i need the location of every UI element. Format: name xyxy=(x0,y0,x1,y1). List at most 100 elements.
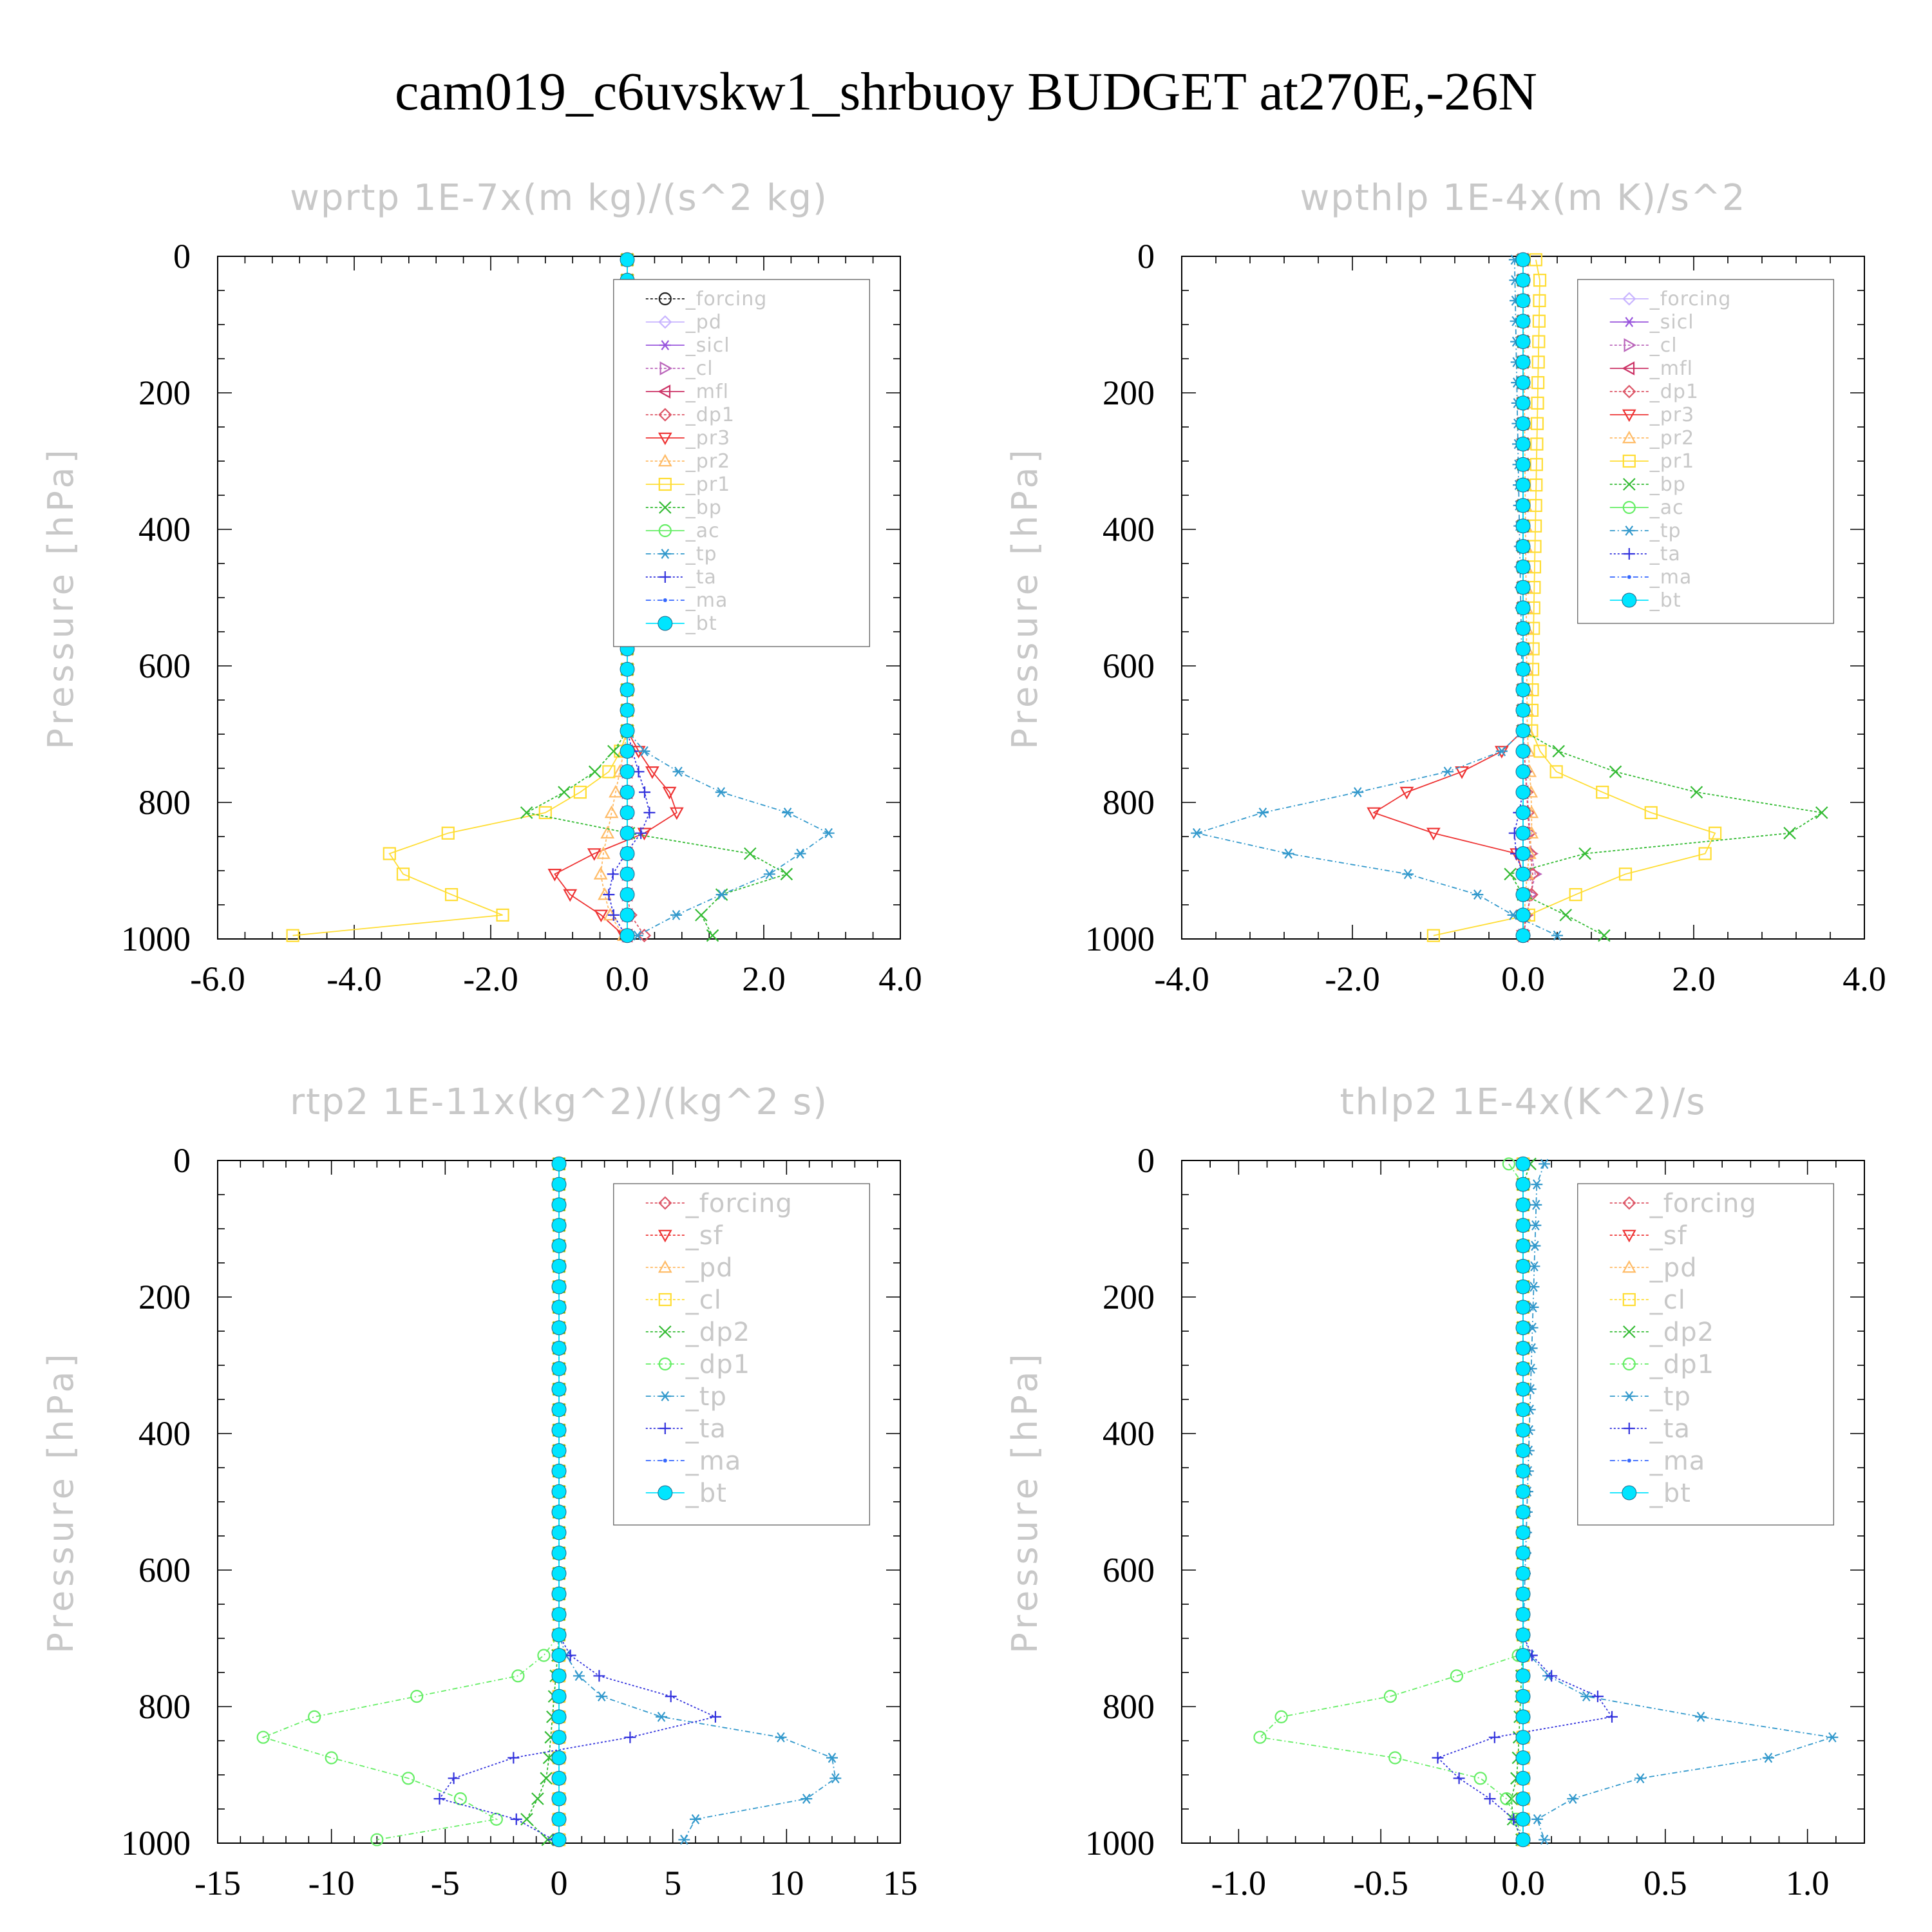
data-point xyxy=(588,765,601,779)
legend-marker xyxy=(1622,1229,1636,1243)
data-point xyxy=(1533,744,1547,758)
data-point xyxy=(1515,252,1531,267)
chart-panel-4: thlp2 1E-4x(K^2)/s Pressure [hPa] 0 200 400 6… xyxy=(1005,1081,1865,1902)
data-point xyxy=(1532,314,1546,328)
data-point xyxy=(624,1731,636,1743)
data-point xyxy=(551,1197,567,1213)
data-point xyxy=(540,1772,553,1785)
series-bt xyxy=(1515,252,1531,943)
data-point xyxy=(1515,416,1531,431)
data-point xyxy=(1552,744,1565,758)
data-point xyxy=(551,1423,567,1438)
legend-entry: _bt xyxy=(645,612,717,635)
data-point xyxy=(1762,1752,1774,1763)
data-point xyxy=(800,1794,813,1804)
x-tick-label: 4.0 xyxy=(878,960,922,998)
data-point xyxy=(1450,1669,1464,1683)
legend-entry: _bt xyxy=(1609,589,1681,612)
data-point xyxy=(551,1156,567,1171)
x-tick-label: 15 xyxy=(883,1864,918,1902)
x-tick-label: 4.0 xyxy=(1842,960,1886,998)
x-tick-label: -4.0 xyxy=(327,960,381,998)
data-point xyxy=(1690,786,1703,799)
data-point xyxy=(656,1712,667,1722)
panel-title: rtp2 1E-11x(kg^2)/(kg^2 s) xyxy=(290,1081,828,1123)
x-tick-label: 0.0 xyxy=(1501,960,1545,998)
data-point xyxy=(1515,1218,1531,1233)
data-point xyxy=(706,929,719,942)
series-line xyxy=(292,260,628,936)
data-point xyxy=(551,1607,567,1622)
data-point xyxy=(1644,806,1658,820)
y-axis-label: Pressure [hPa] xyxy=(1005,1350,1045,1653)
data-point xyxy=(551,1566,567,1581)
legend-label: _ma xyxy=(685,589,728,612)
legend: _forcing_pd_sicl_cl_mfl_dp1_pr3_pr2_pr1_… xyxy=(613,279,870,647)
data-point xyxy=(1530,1220,1542,1231)
data-point xyxy=(1531,396,1544,410)
data-point xyxy=(1515,1812,1531,1827)
legend-marker xyxy=(658,524,672,538)
data-point xyxy=(1515,354,1531,370)
data-point xyxy=(410,1690,424,1703)
x-tick-label: -15 xyxy=(194,1864,241,1902)
data-point xyxy=(620,907,635,923)
data-point xyxy=(573,785,587,799)
series-dp1 xyxy=(1253,1157,1530,1846)
legend-marker xyxy=(1622,1485,1637,1501)
data-point xyxy=(1515,621,1531,636)
data-point xyxy=(551,1812,567,1827)
legend-label: _dp2 xyxy=(685,1318,750,1347)
data-point xyxy=(744,847,757,860)
legend-entry: _ac xyxy=(1609,497,1683,519)
legend-marker xyxy=(659,501,672,514)
legend-marker xyxy=(658,432,672,446)
x-tick-label: -6.0 xyxy=(190,960,245,998)
legend-marker xyxy=(663,1459,667,1463)
data-point xyxy=(1515,334,1531,349)
data-point xyxy=(1515,518,1531,534)
data-point xyxy=(1515,1832,1531,1848)
legend-marker xyxy=(1622,1260,1636,1273)
legend-marker xyxy=(1627,575,1631,579)
data-point xyxy=(537,1649,551,1662)
data-point xyxy=(1826,1732,1839,1743)
data-point xyxy=(609,784,623,798)
data-point xyxy=(607,909,620,921)
legend-label: _tp xyxy=(1649,520,1681,542)
data-point xyxy=(1515,805,1531,820)
series-tp xyxy=(1191,254,1563,941)
legend-label: _dp2 xyxy=(1649,1318,1714,1347)
data-point xyxy=(1515,457,1531,472)
data-point xyxy=(551,1648,567,1663)
data-point xyxy=(1515,907,1531,923)
legend-marker xyxy=(658,1260,672,1273)
legend-marker xyxy=(1622,500,1636,515)
legend-label: _dp1 xyxy=(685,1350,750,1379)
data-point xyxy=(551,1546,567,1560)
legend-entry: _tp xyxy=(1609,1382,1690,1412)
data-point xyxy=(1530,458,1543,471)
data-point xyxy=(448,1772,460,1785)
legend-entry: _ac xyxy=(645,520,719,542)
y-axis-label: Pressure [hPa] xyxy=(41,1350,81,1653)
legend-label: _bt xyxy=(685,612,717,635)
legend-label: _cl xyxy=(1649,1285,1686,1315)
data-point xyxy=(1515,375,1531,390)
legend-entry: _sf xyxy=(645,1221,723,1251)
legend-marker xyxy=(659,340,671,350)
data-point xyxy=(670,910,682,920)
series-line xyxy=(1258,1163,1524,1840)
y-tick-label: 600 xyxy=(1103,647,1155,685)
data-point xyxy=(1399,786,1414,800)
data-point xyxy=(551,1730,567,1745)
data-point xyxy=(1515,1177,1531,1192)
legend-marker xyxy=(663,598,667,602)
data-point xyxy=(1515,293,1531,308)
legend-entry: _sf xyxy=(1609,1221,1687,1251)
data-point xyxy=(607,744,620,758)
legend-label: _bt xyxy=(685,1479,727,1508)
legend-marker xyxy=(1623,1423,1635,1434)
data-point xyxy=(1500,1792,1513,1806)
legend-entry: _sicl xyxy=(645,334,730,357)
